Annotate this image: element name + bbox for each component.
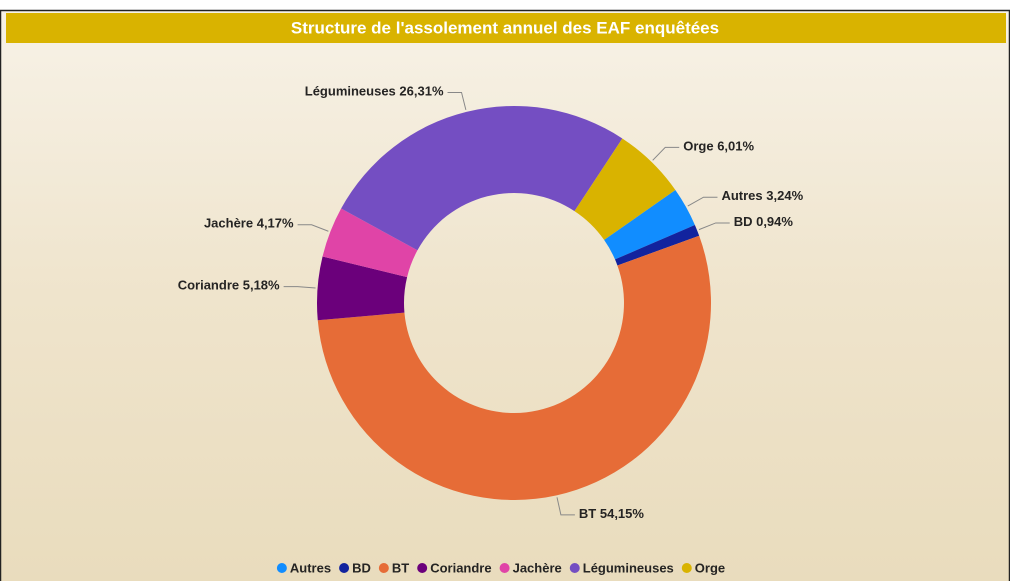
legend-label: Légumineuses bbox=[583, 560, 674, 575]
data-label-value: 26,31% bbox=[399, 84, 444, 99]
data-label-value: 6,01% bbox=[717, 139, 754, 154]
data-label-value: 3,24% bbox=[766, 189, 803, 204]
donut-slice bbox=[615, 224, 700, 266]
legend-label: Coriandre bbox=[430, 560, 491, 575]
data-label-category: Coriandre bbox=[178, 278, 239, 293]
donut-slice bbox=[341, 106, 623, 251]
data-label-category: Autres bbox=[721, 189, 762, 204]
data-label-category: Légumineuses bbox=[305, 84, 396, 99]
data-label-category: Jachère bbox=[204, 216, 253, 231]
data-label-value: 54,15% bbox=[600, 506, 645, 521]
data-label: Coriandre 5,18% bbox=[178, 278, 280, 293]
donut-slice bbox=[317, 256, 408, 321]
legend-marker bbox=[378, 563, 389, 573]
leader-line bbox=[297, 224, 329, 232]
data-label-category: BT bbox=[579, 506, 596, 521]
legend-label: BD bbox=[352, 560, 371, 575]
legend-marker bbox=[417, 563, 428, 573]
data-label: BD 0,94% bbox=[734, 214, 794, 229]
legend-marker bbox=[339, 563, 350, 573]
data-label-category: Orge bbox=[683, 139, 713, 154]
donut-slice bbox=[322, 208, 418, 278]
legend-label: Jachère bbox=[513, 560, 562, 575]
legend: Autres BD BT Coriandre Jachère Légumineuses Or… bbox=[276, 560, 725, 575]
legend-marker bbox=[681, 563, 692, 573]
donut-slice bbox=[604, 190, 695, 260]
legend-label: BT bbox=[392, 560, 409, 575]
donut-slice bbox=[574, 138, 676, 240]
donut-slice bbox=[317, 235, 711, 500]
leader-line bbox=[447, 91, 467, 111]
data-label-value: 5,18% bbox=[243, 278, 280, 293]
legend-marker bbox=[276, 563, 287, 573]
leader-line bbox=[283, 286, 316, 289]
legend-label: Autres bbox=[290, 560, 331, 575]
leader-line bbox=[687, 196, 718, 207]
legend-marker bbox=[499, 563, 510, 573]
leader-line bbox=[698, 222, 730, 231]
chart-title: Structure de l'assolement annuel des EAF… bbox=[291, 18, 719, 37]
data-label: Orge 6,01% bbox=[683, 139, 754, 154]
title-bar bbox=[6, 13, 1006, 43]
legend-marker bbox=[569, 563, 580, 573]
leader-line bbox=[652, 146, 680, 161]
data-label: Légumineuses 26,31% bbox=[305, 84, 444, 99]
data-label-value: 0,94% bbox=[756, 214, 793, 229]
data-label-value: 4,17% bbox=[257, 216, 294, 231]
data-label-category: BD bbox=[734, 214, 753, 229]
data-label: Autres 3,24% bbox=[721, 189, 803, 204]
data-label: Jachère 4,17% bbox=[204, 216, 294, 231]
data-label: BT 54,15% bbox=[579, 506, 645, 521]
leader-line bbox=[556, 497, 575, 516]
legend-label: Orge bbox=[695, 560, 725, 575]
